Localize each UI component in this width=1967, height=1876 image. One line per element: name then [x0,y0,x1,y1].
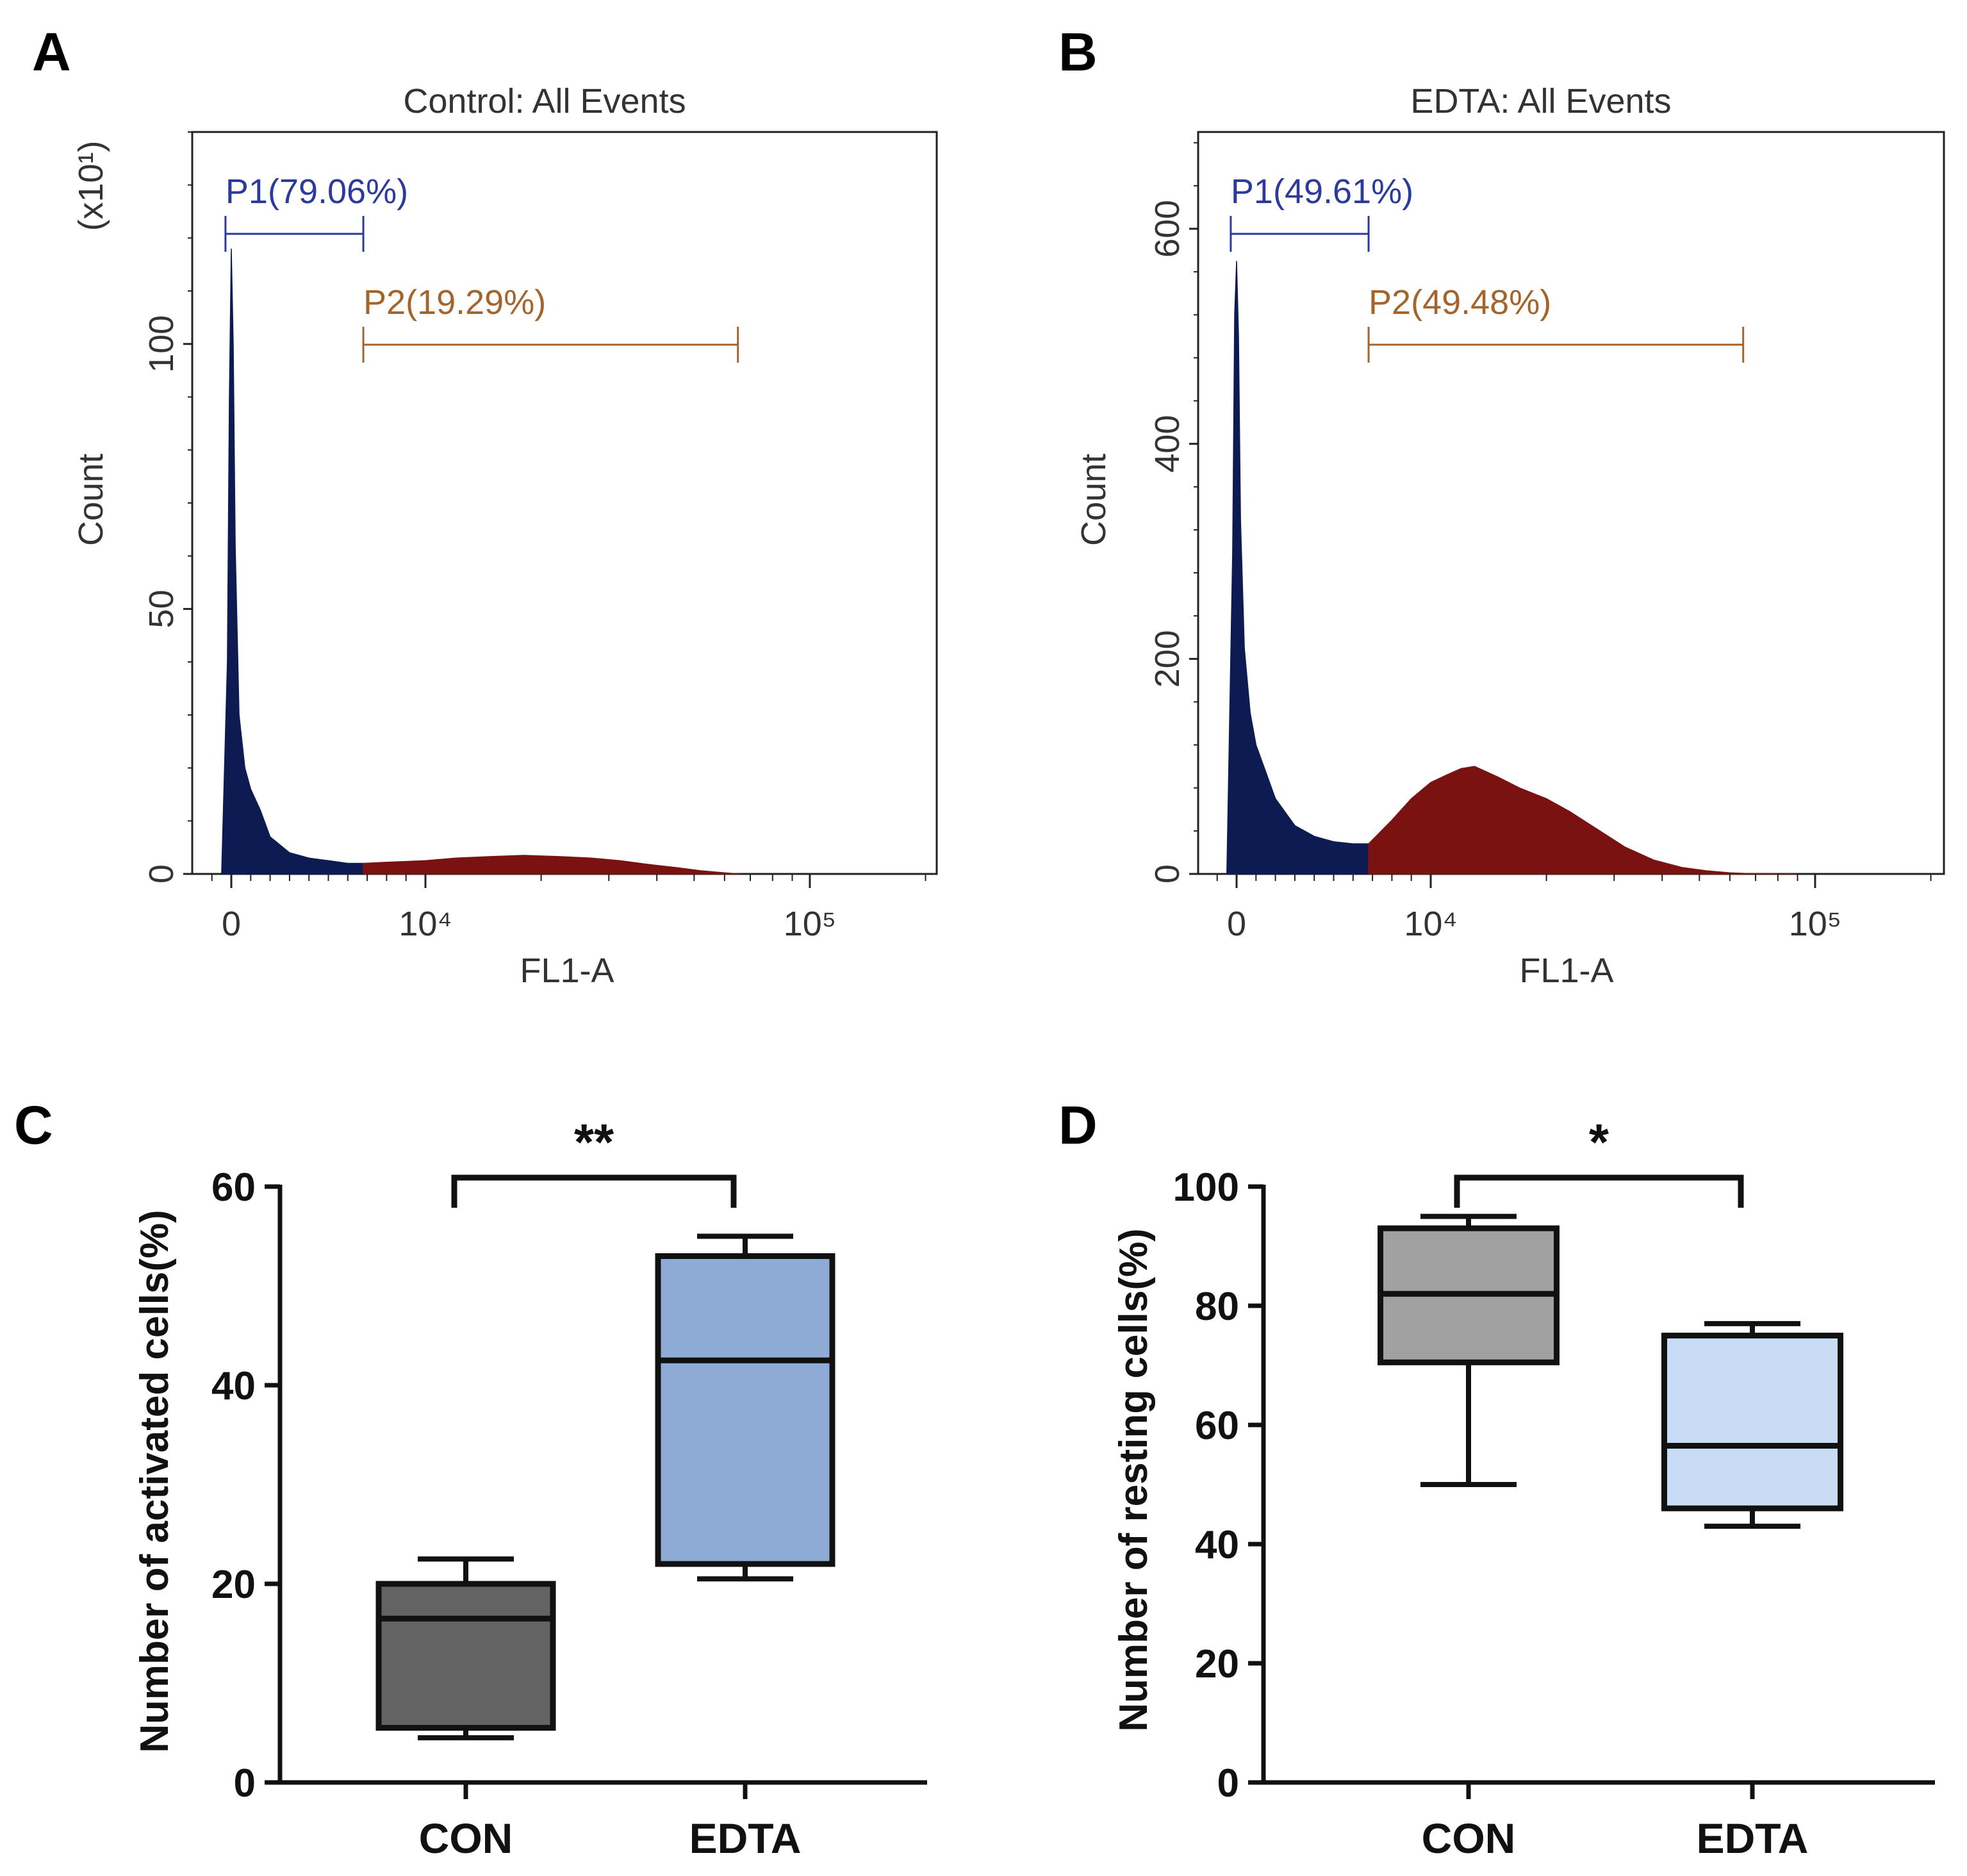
panel-c-y-label: Number of activated cells(%) [133,1210,177,1753]
panel-a-histogram-p2 [363,855,741,875]
panel-b-x-label: FL1-A [1519,951,1613,990]
panel-b-x-tick-label: 0 [1227,905,1246,943]
panel-a-gate-p1-label: P1(79.06%) [226,172,408,211]
panel-d-y-label: Number of resting cells(%) [1112,1228,1156,1731]
panel-c-category-label: CON [419,1814,513,1862]
panel-b-x-tick-label: 10⁵ [1789,905,1841,943]
panel-c-plot: 0 20 40 60 CON EDTA ** [211,1114,927,1862]
panel-c-significance-bracket [451,1174,737,1208]
panel-b-histogram-p1 [1226,261,1369,875]
panel-d-y-tick-label: 40 [1195,1523,1239,1567]
panel-a-x-tick-label: 0 [222,905,241,943]
panel-b-gate-p2-label: P2(49.48%) [1369,283,1551,322]
panel-c-box-con [375,1581,556,1731]
panel-b-y-tick-label: 400 [1148,415,1187,473]
panel-c-significance-label: ** [574,1114,614,1171]
panel-d-box-edta [1661,1333,1843,1511]
panel-b-y-tick-label: 600 [1148,200,1187,258]
panel-d-category-label: CON [1422,1814,1516,1862]
panel-a-x-tick-label: 10⁵ [784,905,836,943]
panel-d-significance-label: * [1589,1114,1609,1171]
panel-a-y-tick-label: 0 [142,864,181,884]
panel-d-plot: 0 20 40 60 80 100 CON EDTA * [1173,1114,1935,1862]
panel-b-gate-p1-label: P1(49.61%) [1231,172,1413,211]
panel-c: C 0 20 40 60 CON EDTA ** Number of activated c… [14,1095,927,1862]
panel-d-y-tick-label: 100 [1173,1165,1239,1210]
panel-d-y-tick-label: 0 [1217,1761,1239,1806]
panel-b-title: EDTA: All Events [1410,82,1671,120]
panel-c-y-tick-label: 60 [211,1165,256,1210]
panel-d-y-tick-label: 80 [1195,1285,1239,1329]
panel-b-x-tick-label: 10⁴ [1404,905,1457,943]
panel-d-y-tick-label: 20 [1195,1642,1239,1686]
panel-a-plot: 0 50 100 0 10⁴ 10⁵ P1(79.06%) P2(19.29%) [142,131,938,943]
panel-c-y-tick-label: 0 [234,1761,256,1806]
panel-c-y-tick-label: 20 [211,1563,256,1607]
panel-letter-d: D [1058,1095,1098,1155]
panel-d: D 0 20 40 60 80 100 CON EDTA * Number of resting… [1058,1095,1935,1862]
panel-a-histogram-p1 [221,248,364,875]
panel-a-gate-p2-label: P2(19.29%) [363,283,546,322]
panel-a-title: Control: All Events [403,82,686,120]
panel-c-y-tick-label: 40 [211,1364,256,1408]
panel-b-y-tick-label: 200 [1148,630,1187,687]
panel-d-category-label: EDTA [1697,1814,1809,1862]
panel-d-significance-bracket [1454,1174,1744,1208]
panel-a-y-label: Count [72,454,110,546]
panel-a-y-tick-label: 100 [142,315,181,373]
panel-b-plot-frame [1197,131,1945,875]
panel-a: A Control: All Events 0 50 100 0 10⁴ 10⁵ P1(79… [32,22,938,990]
panel-b-y-tick-label: 0 [1148,864,1187,884]
panel-letter-a: A [32,22,71,82]
panel-a-x-label: FL1-A [520,951,614,990]
panel-b-histogram-p2 [1368,766,1798,875]
panel-c-category-label: EDTA [689,1814,802,1862]
panel-a-x-tick-label: 10⁴ [399,905,452,943]
panel-a-plot-frame [191,131,938,875]
panel-b-plot: 0 200 400 600 0 10⁴ 10⁵ P1(49.61%) P2(49.48%) [1148,131,1945,943]
panel-d-y-tick-label: 60 [1195,1404,1239,1448]
panel-a-y-tick-label: 50 [142,589,181,628]
panel-b: B EDTA: All Events 0 200 400 600 0 10⁴ 10⁵ P1(4… [1058,22,1945,990]
panel-c-box-edta [655,1253,835,1567]
panel-b-y-label: Count [1074,454,1113,546]
panel-letter-c: C [14,1095,53,1155]
panel-a-y-multiplier: (x10¹) [72,140,110,231]
panel-letter-b: B [1058,22,1098,82]
